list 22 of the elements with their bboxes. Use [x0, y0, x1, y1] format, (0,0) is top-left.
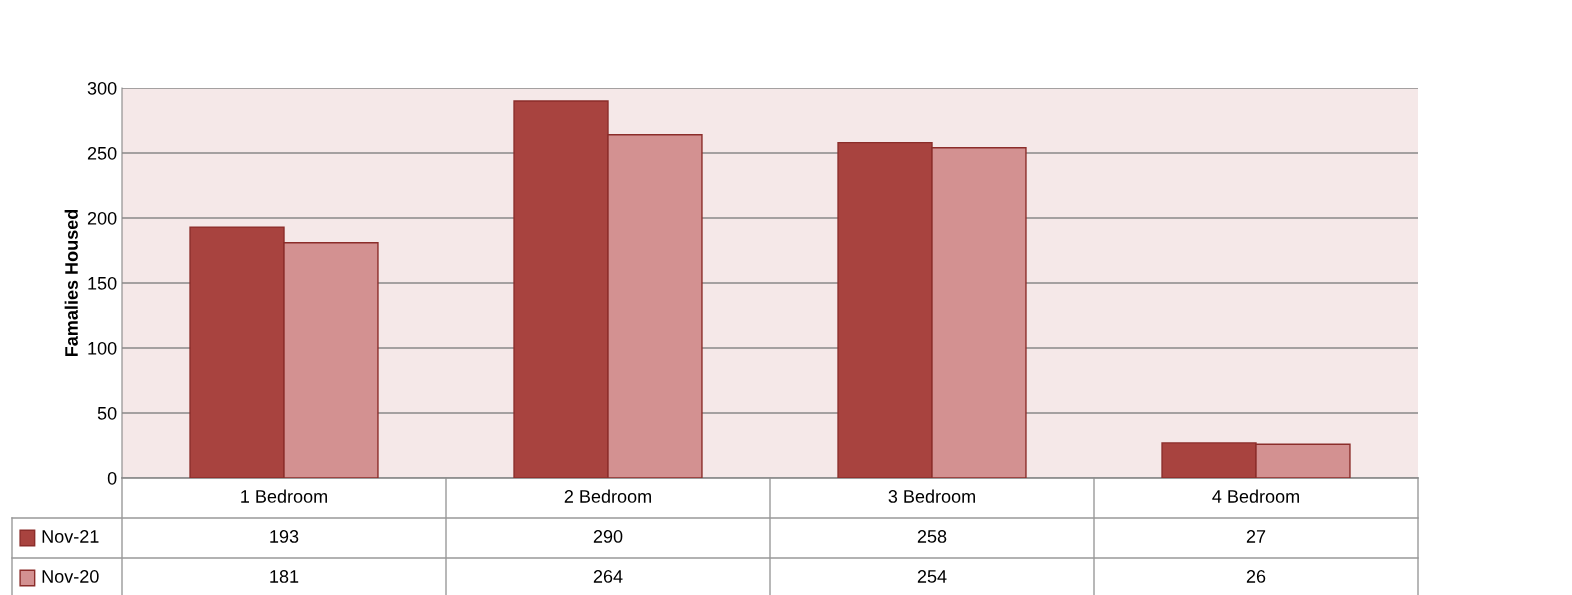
y-tick-label: 50: [97, 406, 117, 420]
y-tick-label: 100: [88, 341, 117, 355]
x-tick-label: 3 Bedroom: [888, 489, 975, 503]
y-tick-label: 150: [88, 276, 117, 290]
data-label: 26: [1246, 570, 1266, 583]
legend-label: Nov-21: [42, 530, 99, 543]
legend-label: Nov-20: [42, 570, 99, 583]
data-label: 27: [1246, 530, 1266, 543]
data-label: 264: [593, 570, 623, 583]
data-label: 290: [593, 530, 623, 543]
x-tick-label: 2 Bedroom: [564, 489, 651, 503]
y-tick-label: 200: [87, 211, 117, 225]
y-tick-label: 300: [87, 81, 117, 95]
y-axis-title: Famalies Housed: [64, 209, 78, 357]
y-tick-label: 0: [107, 471, 117, 485]
x-tick-label: 1 Bedroom: [241, 489, 327, 503]
data-label: 193: [270, 530, 299, 543]
data-label: 258: [917, 530, 947, 543]
x-tick-label: 4 Bedroom: [1212, 489, 1299, 503]
y-tick-label: 250: [87, 146, 117, 160]
data-label: 181: [270, 570, 299, 583]
data-label: 254: [917, 570, 947, 583]
